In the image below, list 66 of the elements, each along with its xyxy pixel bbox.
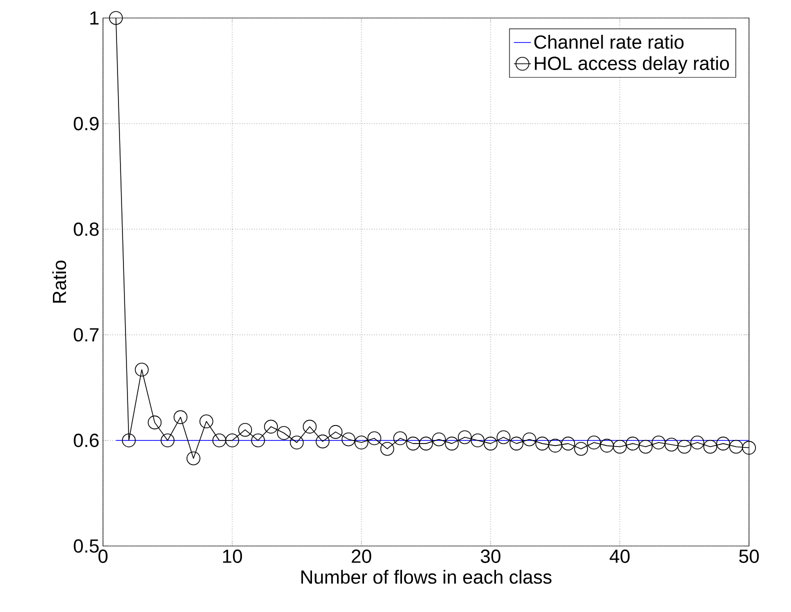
- point: [729, 440, 743, 454]
- point: [522, 432, 536, 446]
- point: [276, 426, 291, 440]
- point: [238, 422, 252, 437]
- point: [444, 436, 459, 450]
- point: [354, 436, 368, 450]
- point: [574, 442, 588, 456]
- y-axis-title: Ratio: [52, 260, 66, 303]
- x-tick-label: 40: [610, 550, 630, 563]
- point: [328, 425, 342, 439]
- point: [316, 434, 330, 448]
- point: [264, 420, 278, 434]
- point: [470, 433, 485, 448]
- point: [678, 440, 692, 454]
- point: [716, 436, 730, 450]
- point: [561, 436, 576, 450]
- point: [160, 433, 174, 448]
- point: [302, 420, 317, 434]
- y-tick-label: 0.6: [74, 434, 99, 448]
- x-tick-label: 30: [480, 550, 500, 563]
- point: [122, 433, 136, 448]
- point: [225, 433, 240, 448]
- point: [367, 431, 382, 446]
- point: [458, 430, 472, 444]
- x-tick-label: 20: [352, 550, 372, 563]
- point: [212, 433, 226, 448]
- point: [510, 436, 524, 450]
- point: [393, 431, 408, 446]
- point: [186, 451, 200, 466]
- y-tick-label: 0.8: [74, 222, 99, 236]
- point: [652, 436, 666, 450]
- point: [496, 430, 510, 444]
- x-tick-label: 0: [98, 550, 108, 563]
- point: [342, 432, 356, 446]
- point: [109, 11, 123, 25]
- point: [703, 440, 718, 454]
- point: [600, 438, 614, 453]
- point: [638, 440, 653, 454]
- y-tick-label: 0.7: [74, 328, 99, 342]
- legend-label: HOL access delay ratio: [534, 56, 729, 74]
- point: [742, 440, 756, 455]
- x-tick-label: 10: [223, 550, 242, 563]
- point: [419, 436, 433, 450]
- point: [484, 436, 498, 450]
- point: [380, 442, 394, 456]
- point: [626, 436, 640, 450]
- legend-label: Channel rate ratio: [534, 34, 684, 49]
- point: [174, 410, 188, 424]
- point: [148, 416, 162, 430]
- point: [664, 438, 678, 452]
- y-tick-label: 0.9: [74, 116, 99, 130]
- point: [587, 436, 601, 450]
- x-axis-title: Number of flows in each class: [301, 570, 552, 584]
- point: [134, 362, 149, 377]
- point: [290, 436, 304, 450]
- point: [199, 414, 214, 428]
- point: [690, 436, 704, 450]
- point: [432, 432, 446, 446]
- y-tick-label: 1: [90, 11, 99, 25]
- point: [612, 440, 627, 454]
- point: [548, 438, 562, 453]
- point: [406, 436, 420, 450]
- y-tick-label: 0.5: [74, 539, 99, 553]
- point: [535, 436, 550, 450]
- x-tick-label: 50: [739, 550, 759, 563]
- point: [251, 433, 265, 448]
